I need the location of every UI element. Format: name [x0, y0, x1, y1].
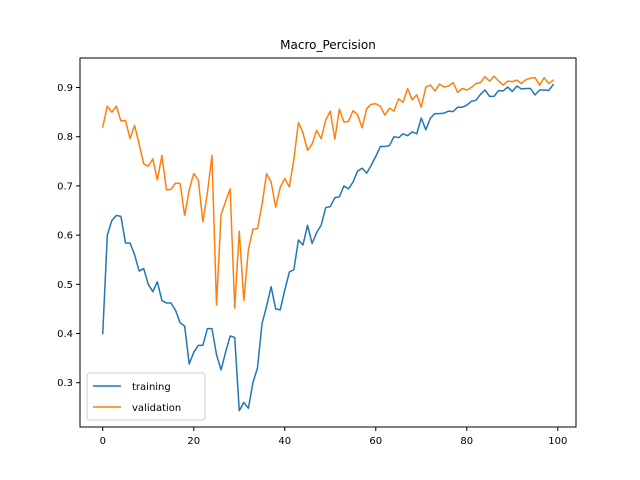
y-tick-label: 0.4 [57, 329, 73, 340]
y-tick-label: 0.6 [57, 231, 73, 242]
y-tick-label: 0.8 [57, 132, 73, 143]
y-tick-label: 0.7 [57, 181, 73, 192]
x-axis-ticks: 0 20 40 60 80 100 [100, 427, 567, 447]
plot-lines [101, 75, 555, 412]
series-line-training [101, 83, 555, 412]
legend-label-training: training [132, 382, 171, 393]
x-tick-label: 0 [100, 436, 106, 447]
x-tick-label: 100 [548, 436, 567, 447]
x-tick-label: 40 [278, 436, 291, 447]
axes-frame [79, 57, 577, 428]
x-tick-label: 80 [460, 436, 473, 447]
series-line-validation [101, 75, 555, 309]
chart-title: Macro_Percision [280, 38, 376, 52]
y-tick-label: 0.5 [57, 280, 73, 291]
x-tick-label: 60 [369, 436, 382, 447]
legend-box [86, 372, 206, 421]
y-axis-ticks: 0.3 0.4 0.5 0.6 0.7 0.8 0.9 [57, 83, 80, 389]
y-tick-label: 0.3 [57, 378, 73, 389]
legend: training validation [86, 372, 206, 421]
x-tick-label: 20 [187, 436, 200, 447]
legend-label-validation: validation [132, 403, 181, 414]
y-tick-label: 0.9 [57, 83, 73, 94]
